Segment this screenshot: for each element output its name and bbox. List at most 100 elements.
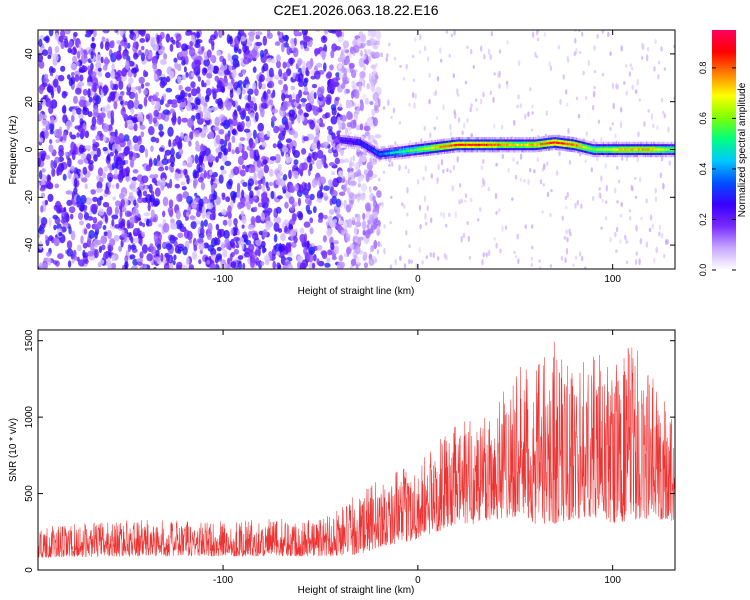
ridge-cell (484, 150, 487, 153)
ridge-cell (369, 151, 371, 154)
ridge-cell (629, 144, 632, 147)
heatmap-cell (92, 196, 98, 202)
heatmap-cell (332, 240, 339, 245)
ridge-cell (641, 146, 643, 149)
heatmap-cell (399, 64, 402, 68)
ridge-cell (631, 150, 633, 153)
ridge-cell (628, 150, 630, 153)
ridge-cell (599, 150, 601, 153)
ridge-cell (625, 144, 627, 147)
heatmap-cell (241, 224, 245, 229)
heatmap-cell (257, 170, 264, 180)
heatmap-cell (303, 78, 308, 88)
heatmap-cell (648, 227, 652, 233)
heatmap-cell (350, 258, 357, 267)
heatmap-cell (273, 125, 280, 134)
ridge-cell (490, 141, 493, 144)
heatmap-cell (304, 85, 308, 93)
heatmap-cell (356, 196, 360, 204)
ridge-cell (583, 141, 585, 144)
ridge-cell (342, 145, 344, 148)
ridge-cell (491, 145, 494, 149)
ridge-cell (635, 154, 638, 158)
ridge-cell (352, 144, 355, 147)
heatmap-cell (121, 229, 125, 235)
ridge-cell (549, 146, 551, 149)
heatmap-cell (119, 192, 125, 200)
heatmap-cell (111, 63, 115, 72)
heatmap-cell (426, 56, 430, 62)
heatmap-cell (316, 149, 324, 159)
heatmap-cell (56, 128, 62, 139)
ridge-cell (532, 141, 535, 144)
heatmap-cell (457, 117, 461, 123)
ridge-cell (391, 145, 393, 148)
ridge-cell (347, 146, 349, 149)
ridge-cell (558, 148, 560, 151)
heatmap-cell (495, 242, 498, 249)
ridge-cell (501, 150, 503, 153)
ridge-cell (605, 146, 607, 149)
ridge-cell (515, 150, 517, 153)
heatmap-cell (282, 34, 289, 42)
ridge-cell (343, 139, 345, 142)
ridge-cell (569, 145, 571, 148)
ridge-cell (368, 142, 370, 145)
ridge-cell (639, 146, 641, 149)
ridge-cell (522, 143, 524, 146)
ridge-cell (486, 145, 488, 149)
heatmap-cell (168, 199, 174, 209)
ridge-cell (505, 139, 508, 142)
ridge-cell (552, 134, 555, 138)
heatmap-cell (203, 170, 207, 179)
ridge-cell (411, 142, 413, 146)
heatmap-cell (60, 65, 66, 72)
heatmap-cell (70, 141, 76, 151)
ridge-cell (649, 152, 652, 155)
heatmap-cell (168, 139, 172, 148)
ridge-cell (385, 150, 387, 153)
ridge-cell (429, 146, 432, 150)
heatmap-cell (67, 157, 72, 168)
heatmap-cell (71, 72, 75, 77)
ridge-cell (527, 139, 529, 142)
heatmap-cell (38, 157, 41, 167)
heatmap-cell (483, 53, 486, 60)
ridge-cell (641, 141, 643, 145)
heatmap-cell (531, 111, 534, 115)
ridge-cell (386, 150, 389, 153)
heatmap-cell (281, 146, 289, 153)
ridge-cell (521, 137, 523, 140)
ridge-cell (516, 139, 518, 142)
heatmap-cell (399, 256, 402, 261)
ridge-cell (572, 141, 574, 144)
heatmap-cell (238, 142, 243, 152)
ridge-cell (456, 147, 459, 151)
ridge-cell (437, 152, 439, 155)
heatmap-cell (88, 97, 93, 103)
heatmap-cell (72, 55, 78, 64)
heatmap-cell (316, 87, 324, 98)
heatmap-cell (462, 232, 466, 239)
ridge-cell (362, 142, 364, 146)
heatmap-cell (297, 58, 303, 66)
ridge-cell (392, 151, 394, 154)
heatmap-cell (82, 88, 88, 96)
heatmap-cell (615, 226, 619, 233)
ridge-cell (428, 147, 431, 150)
ridge-cell (614, 150, 616, 153)
heatmap-cell (270, 119, 275, 128)
heatmap-cell (270, 58, 276, 64)
ridge-cell (434, 148, 436, 151)
ridge-cell (502, 147, 504, 151)
ridge-cell (635, 144, 638, 147)
ridge-cell (419, 148, 421, 151)
heatmap-cell (177, 96, 182, 104)
ridge-cell (511, 147, 514, 151)
ridge-cell (455, 141, 458, 144)
ridge-cell (544, 146, 546, 149)
ridge-cell (382, 148, 384, 151)
heatmap-cell (423, 45, 427, 52)
heatmap-cell (106, 206, 113, 216)
heatmap-cell (342, 184, 347, 193)
